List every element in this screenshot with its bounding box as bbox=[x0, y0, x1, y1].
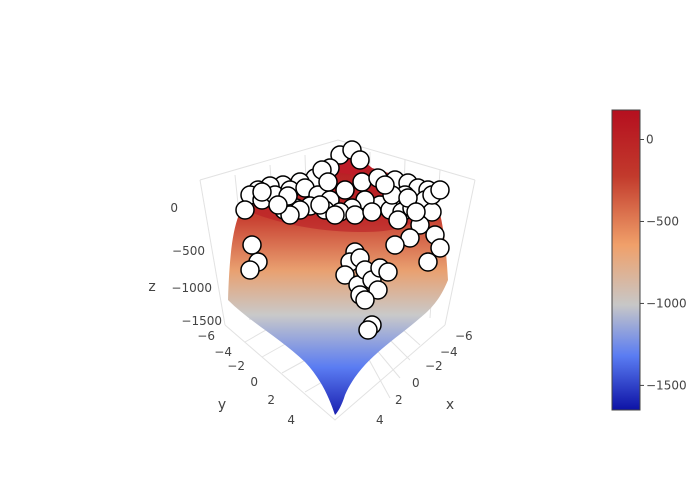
scatter-marker bbox=[430, 180, 450, 200]
scatter-marker bbox=[325, 205, 345, 225]
colorbar: 0 −500 −1000 −1500 bbox=[611, 109, 687, 411]
scatter-marker bbox=[268, 195, 288, 215]
x-tick-3: 0 bbox=[412, 376, 420, 390]
x-tick-5: 4 bbox=[376, 413, 384, 427]
x-tick-4: 2 bbox=[395, 393, 403, 407]
colorbar-tick-label: 0 bbox=[646, 133, 654, 147]
x-tick-2: −2 bbox=[425, 359, 443, 373]
y-axis: −6 −4 −2 0 2 4 y bbox=[197, 329, 295, 427]
y-tick-3: 0 bbox=[250, 375, 258, 389]
z-tick-1: −500 bbox=[172, 244, 205, 258]
x-axis-title: x bbox=[446, 397, 454, 413]
scatter-marker bbox=[242, 235, 262, 255]
scatter-marker bbox=[318, 172, 338, 192]
scatter-marker bbox=[335, 265, 355, 285]
x-tick-0: −6 bbox=[455, 329, 473, 343]
scatter-marker bbox=[430, 238, 450, 258]
scatter-marker bbox=[345, 205, 365, 225]
colorbar-ticks: 0 −500 −1000 −1500 bbox=[640, 133, 687, 392]
z-tick-2: −1000 bbox=[171, 281, 212, 295]
y-tick-1: −4 bbox=[214, 345, 232, 359]
scatter-marker bbox=[252, 182, 272, 202]
scatter-marker bbox=[352, 172, 372, 192]
x-axis: −6 −4 −2 0 2 4 x bbox=[376, 329, 473, 427]
scatter-marker bbox=[368, 280, 388, 300]
marker-layer bbox=[235, 140, 450, 340]
scatter-marker bbox=[310, 195, 330, 215]
z-tick-0: 0 bbox=[170, 201, 178, 215]
y-tick-2: −2 bbox=[227, 359, 245, 373]
scatter-marker bbox=[375, 175, 395, 195]
scatter-marker bbox=[235, 200, 255, 220]
colorbar-tick-label: −500 bbox=[646, 214, 679, 228]
z-axis: 0 −500 −1000 −1500 z bbox=[148, 201, 222, 328]
colorbar-tick-label: −1500 bbox=[646, 378, 687, 392]
y-tick-0: −6 bbox=[197, 329, 215, 343]
colorbar-gradient bbox=[611, 109, 641, 411]
scatter-marker bbox=[406, 202, 426, 222]
scatter-marker bbox=[355, 290, 375, 310]
scatter-marker bbox=[378, 262, 398, 282]
scatter-marker bbox=[362, 202, 382, 222]
y-tick-4: 2 bbox=[267, 393, 275, 407]
scatter-marker bbox=[358, 320, 378, 340]
scatter-marker bbox=[388, 210, 408, 230]
z-axis-title: z bbox=[148, 279, 155, 295]
y-tick-5: 4 bbox=[287, 413, 295, 427]
scatter-marker bbox=[418, 252, 438, 272]
scatter-marker bbox=[240, 260, 260, 280]
scatter-marker bbox=[385, 235, 405, 255]
z-tick-3: −1500 bbox=[181, 314, 222, 328]
scatter-marker bbox=[335, 180, 355, 200]
x-tick-1: −4 bbox=[440, 345, 458, 359]
y-axis-title: y bbox=[218, 397, 226, 413]
scatter-marker bbox=[350, 150, 370, 170]
colorbar-tick-label: −1000 bbox=[646, 296, 687, 310]
